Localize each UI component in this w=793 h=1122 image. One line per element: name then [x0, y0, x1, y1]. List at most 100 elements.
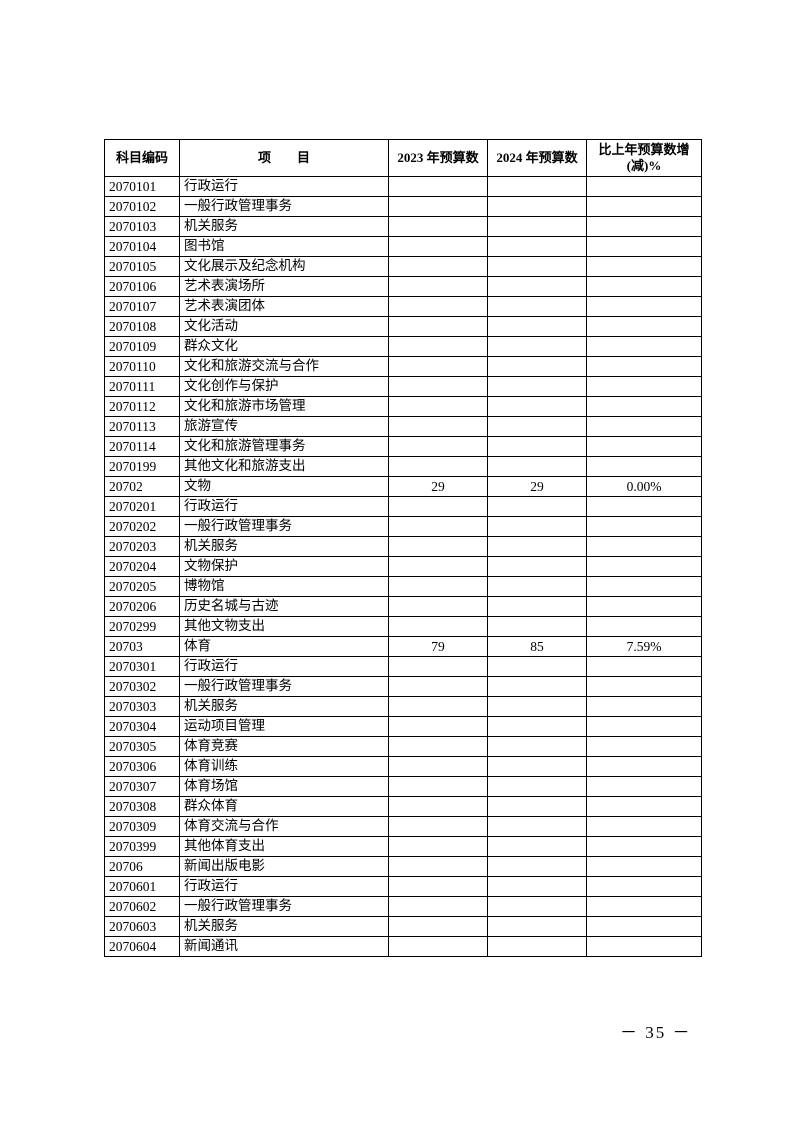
- cell-2023: [388, 936, 488, 957]
- cell-2023: [388, 656, 488, 677]
- cell-item: 体育训练: [179, 756, 389, 777]
- budget-table: 科目编码 项 目 2023 年预算数 2024 年预算数 比上年预算数增(减)%…: [104, 139, 702, 957]
- header-2024: 2024 年预算数: [487, 139, 587, 177]
- cell-2024: [487, 856, 587, 877]
- cell-2024: [487, 396, 587, 417]
- cell-2024: [487, 596, 587, 617]
- cell-code: 2070203: [104, 536, 180, 557]
- cell-code: 2070107: [104, 296, 180, 317]
- table-row: 2070104 图书馆: [104, 236, 702, 257]
- table-row: 2070306 体育训练: [104, 756, 702, 777]
- table-row: 2070101 行政运行: [104, 176, 702, 197]
- cell-2024: [487, 456, 587, 477]
- cell-change: [586, 356, 702, 377]
- cell-2023: [388, 916, 488, 937]
- cell-2024: [487, 816, 587, 837]
- cell-2024: [487, 336, 587, 357]
- cell-code: 2070307: [104, 776, 180, 797]
- table-row: 20706 新闻出版电影: [104, 856, 702, 877]
- cell-2023: [388, 276, 488, 297]
- cell-change: [586, 396, 702, 417]
- cell-code: 2070110: [104, 356, 180, 377]
- cell-code: 2070302: [104, 676, 180, 697]
- cell-2024: [487, 576, 587, 597]
- header-change: 比上年预算数增(减)%: [586, 139, 702, 177]
- cell-2024: 29: [487, 476, 587, 497]
- cell-item: 行政运行: [179, 496, 389, 517]
- cell-code: 2070106: [104, 276, 180, 297]
- table-row: 2070308 群众体育: [104, 796, 702, 817]
- cell-code: 2070202: [104, 516, 180, 537]
- cell-change: [586, 796, 702, 817]
- header-code: 科目编码: [104, 139, 180, 177]
- cell-change: 7.59%: [586, 636, 702, 657]
- cell-code: 2070601: [104, 876, 180, 897]
- cell-change: [586, 896, 702, 917]
- cell-change: [586, 916, 702, 937]
- cell-code: 20702: [104, 476, 180, 497]
- cell-change: [586, 276, 702, 297]
- cell-code: 2070101: [104, 176, 180, 197]
- cell-item: 文化和旅游市场管理: [179, 396, 389, 417]
- cell-code: 20706: [104, 856, 180, 877]
- table-row: 2070301 行政运行: [104, 656, 702, 677]
- cell-change: [586, 516, 702, 537]
- cell-item: 机关服务: [179, 916, 389, 937]
- table-row: 20703 体育 79 85 7.59%: [104, 636, 702, 657]
- cell-2024: [487, 436, 587, 457]
- cell-2023: [388, 856, 488, 877]
- cell-2023: [388, 696, 488, 717]
- cell-item: 博物馆: [179, 576, 389, 597]
- cell-2023: [388, 336, 488, 357]
- cell-2023: [388, 236, 488, 257]
- cell-2024: [487, 196, 587, 217]
- cell-item: 行政运行: [179, 876, 389, 897]
- cell-code: 2070206: [104, 596, 180, 617]
- cell-2023: [388, 376, 488, 397]
- cell-2023: [388, 176, 488, 197]
- cell-2023: [388, 796, 488, 817]
- cell-item: 文化和旅游管理事务: [179, 436, 389, 457]
- cell-code: 2070111: [104, 376, 180, 397]
- table-row: 2070305 体育竞赛: [104, 736, 702, 757]
- cell-change: [586, 616, 702, 637]
- cell-item: 一般行政管理事务: [179, 676, 389, 697]
- cell-code: 2070604: [104, 936, 180, 957]
- cell-item: 机关服务: [179, 696, 389, 717]
- cell-code: 2070303: [104, 696, 180, 717]
- cell-2024: [487, 296, 587, 317]
- cell-2023: [388, 756, 488, 777]
- cell-2023: [388, 196, 488, 217]
- cell-2023: [388, 776, 488, 797]
- cell-2023: [388, 416, 488, 437]
- cell-code: 2070309: [104, 816, 180, 837]
- table-row: 2070203 机关服务: [104, 536, 702, 557]
- cell-2023: [388, 716, 488, 737]
- cell-item: 文物保护: [179, 556, 389, 577]
- cell-change: [586, 676, 702, 697]
- cell-change: [586, 416, 702, 437]
- cell-item: 图书馆: [179, 236, 389, 257]
- table-row: 2070204 文物保护: [104, 556, 702, 577]
- cell-change: [586, 436, 702, 457]
- cell-item: 历史名城与古迹: [179, 596, 389, 617]
- table-row: 2070303 机关服务: [104, 696, 702, 717]
- cell-change: [586, 696, 702, 717]
- cell-item: 其他体育支出: [179, 836, 389, 857]
- table-row: 2070202 一般行政管理事务: [104, 516, 702, 537]
- cell-2024: [487, 516, 587, 537]
- cell-change: [586, 296, 702, 317]
- table-row: 2070111 文化创作与保护: [104, 376, 702, 397]
- table-row: 2070107 艺术表演团体: [104, 296, 702, 317]
- cell-code: 2070109: [104, 336, 180, 357]
- cell-code: 2070103: [104, 216, 180, 237]
- table-row: 2070110 文化和旅游交流与合作: [104, 356, 702, 377]
- table-row: 2070109 群众文化: [104, 336, 702, 357]
- cell-item: 行政运行: [179, 176, 389, 197]
- table-row: 2070206 历史名城与古迹: [104, 596, 702, 617]
- cell-item: 机关服务: [179, 216, 389, 237]
- table-row: 2070205 博物馆: [104, 576, 702, 597]
- table-row: 2070103 机关服务: [104, 216, 702, 237]
- cell-2023: [388, 296, 488, 317]
- cell-2023: [388, 316, 488, 337]
